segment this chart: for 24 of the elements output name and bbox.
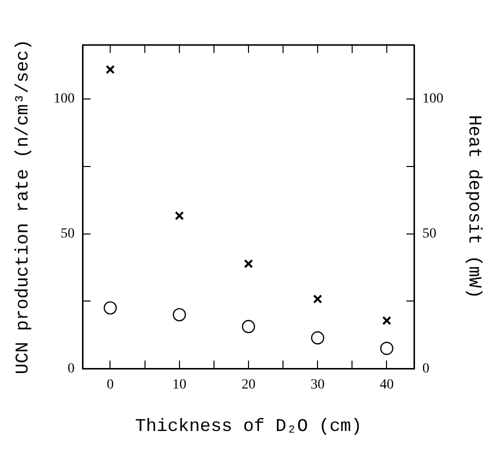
x-tick-label: 0 [106,378,114,393]
point [382,316,392,326]
point [242,320,256,334]
y2-tick-label: 50 [422,226,436,242]
y2-tick-label: 100 [422,92,444,107]
point [311,331,324,344]
x-axis-title: Thickness of D₂O (cm) [135,416,362,437]
point [174,211,184,220]
x-tick-label: 30 [310,378,325,393]
y-tick-label: 100 [54,92,75,107]
x-tick-label: 20 [242,378,256,393]
point [104,301,117,315]
point [106,65,115,74]
x-tick-label: 10 [172,378,186,393]
y-axis-title: UCN production rate (n/cm³/sec) [14,39,34,374]
y2-tick-label: 0 [422,361,430,376]
y2-axis-title: Heat deposit (mW) [463,114,484,299]
x-tick-label: 40 [380,378,394,393]
y-tick-label: 0 [68,361,75,376]
y-tick-label: 50 [60,226,75,242]
point [172,308,186,322]
point [244,259,254,268]
point [380,342,394,355]
point [313,294,322,304]
